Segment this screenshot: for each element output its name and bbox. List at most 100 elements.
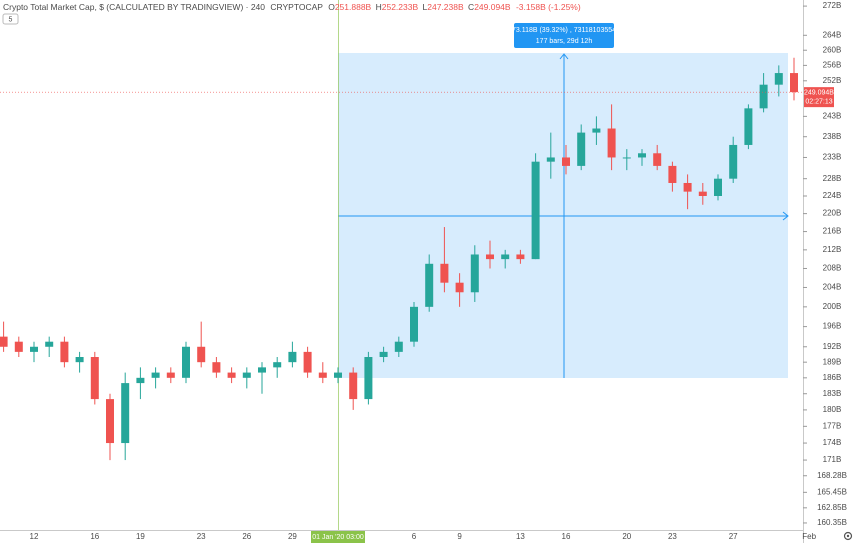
y-tick-label: 183B (823, 389, 842, 398)
change: -3.158B (-1.25%) (516, 2, 581, 12)
x-tick-label: 23 (668, 532, 677, 541)
candle-body (90, 357, 99, 400)
y-tick-label: 243B (823, 111, 842, 120)
y-tick-label: 180B (823, 405, 842, 414)
gear-hub (846, 534, 850, 538)
candle-body (577, 132, 586, 166)
x-tick-label: 23 (197, 532, 206, 541)
candle-body (364, 357, 373, 400)
candle-body (136, 377, 145, 384)
candle-body (197, 346, 206, 363)
candle-body (683, 182, 692, 192)
candle-body (638, 153, 646, 158)
countdown: 02:27:13 (805, 98, 832, 105)
crosshair-time-label: 01 Jan '20 03:00 (312, 534, 364, 541)
y-tick-label: 260B (823, 45, 842, 54)
candle-body (258, 367, 266, 373)
settings-button[interactable] (843, 531, 853, 541)
x-tick-label: 13 (516, 532, 525, 541)
candle-body (501, 254, 510, 260)
candle-body (759, 84, 768, 109)
x-tick-label: 16 (90, 532, 99, 541)
candle-body (592, 128, 601, 133)
candle-body (653, 153, 662, 166)
indicators-toggle[interactable] (2, 13, 19, 25)
candle-body (744, 108, 753, 145)
x-tick-label: 19 (136, 532, 145, 541)
y-tick-label: 264B (823, 30, 842, 39)
crosshair-time-box (311, 531, 365, 543)
candle-body (288, 351, 297, 363)
indicators-badge[interactable]: 5 (9, 16, 13, 23)
x-tick-label: 12 (30, 532, 39, 541)
candle-body (212, 362, 221, 373)
y-tick-label: 189B (823, 357, 842, 366)
low-label: L (423, 2, 428, 12)
candles (0, 57, 803, 461)
candle-body (562, 157, 570, 166)
y-tick-label: 256B (823, 60, 842, 69)
x-tick-label: 20 (622, 532, 631, 541)
y-tick-label: 192B (823, 342, 842, 351)
candle-body (516, 254, 525, 260)
measure-v-arrowhead (559, 53, 569, 60)
candle-body (774, 73, 783, 85)
candle-body (0, 336, 8, 347)
candle-body (531, 161, 540, 260)
y-tick-label: 224B (823, 191, 842, 200)
x-tick-label: 6 (412, 532, 417, 541)
y-tick-label: 168.28B (817, 471, 847, 480)
candle-body (698, 191, 707, 196)
y-tick-label: 212B (823, 245, 842, 254)
candle-body (622, 157, 631, 159)
y-tick-label: 216B (823, 227, 842, 236)
x-tick-label: Feb (802, 532, 816, 541)
candle-body (242, 372, 251, 378)
candle-body (425, 263, 434, 307)
y-tick-label: 238B (823, 132, 842, 141)
candle-body (151, 372, 160, 378)
candle-body (14, 341, 23, 352)
last-price-label: 249.094B (804, 89, 834, 96)
x-tick-label: 16 (562, 532, 571, 541)
candle-body (166, 372, 175, 378)
gear-ring (843, 531, 853, 541)
y-tick-label: 204B (823, 283, 842, 292)
x-tick-label: 27 (729, 532, 738, 541)
candle-body (729, 144, 738, 179)
candle-body (30, 346, 38, 352)
candle-body (486, 254, 494, 260)
candle-body (227, 372, 236, 378)
candle-body (714, 178, 722, 196)
candle-body (349, 372, 358, 400)
legend-header: Crypto Total Market Cap, $ (CALCULATED B… (3, 2, 581, 12)
y-tick-label: 160.35B (817, 518, 847, 527)
candle-body (379, 351, 388, 358)
candle-body (303, 351, 312, 373)
y-tick-label: 165.45B (817, 487, 847, 496)
candle-body (60, 341, 69, 363)
measure-change: 73.118B (39.32%) , 73118103554 (512, 27, 616, 34)
x-tick-label: 26 (242, 532, 251, 541)
y-tick-label: 177B (823, 421, 842, 430)
axes: 272B 264B 260B 256B 252B 243B 238B 233B 228B 224B… (30, 1, 847, 541)
symbol: CRYPTOCAP (270, 2, 323, 12)
x-tick-label: 9 (457, 532, 462, 541)
candle-body (334, 372, 342, 378)
y-tick-label: 220B (823, 209, 842, 218)
candle-body (790, 73, 798, 93)
measure-h-arrowhead (782, 211, 789, 221)
candle-body (546, 157, 555, 162)
measure-bars: 177 bars, 29d 12h (536, 38, 593, 45)
candle-body (440, 263, 449, 283)
last-price-box (804, 87, 834, 108)
candle-body (106, 399, 114, 444)
candle-body (182, 346, 190, 378)
close-label: C (468, 2, 474, 12)
candle-body (273, 362, 282, 368)
close-value: 249.094B (474, 2, 511, 12)
low-value: 247.238B (427, 2, 464, 12)
high-value: 252.233B (382, 2, 419, 12)
series-title: Crypto Total Market Cap, $ (CALCULATED B… (3, 2, 265, 12)
